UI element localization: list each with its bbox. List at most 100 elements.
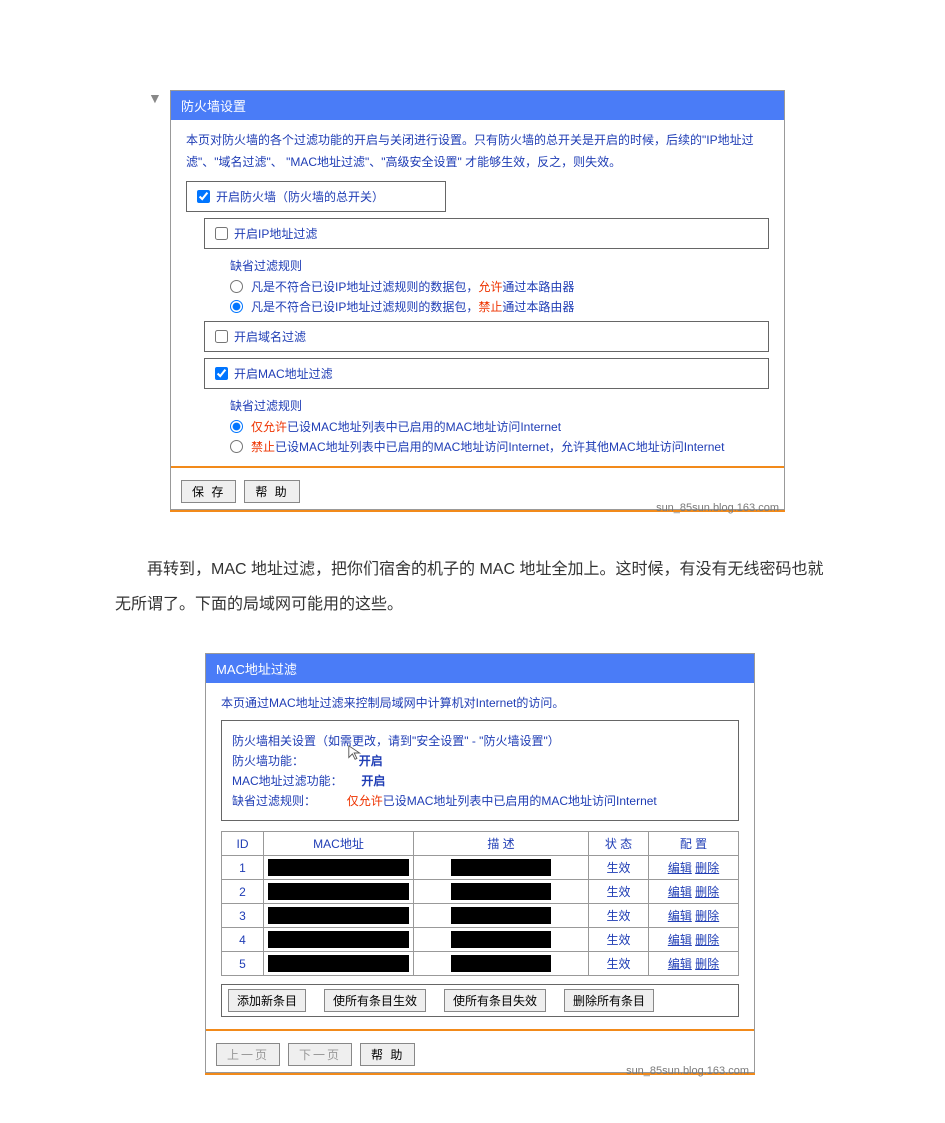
redacted-block: [451, 931, 551, 948]
firewall-info-box: 防火墙相关设置（如需更改，请到"安全设置" - "防火墙设置"） 防火墙功能： …: [221, 720, 739, 821]
ip-rule-deny-key: 禁止: [478, 300, 502, 314]
cell-mac: [264, 856, 414, 880]
ip-filter-row[interactable]: 开启IP地址过滤: [204, 218, 769, 249]
save-button[interactable]: 保 存: [181, 480, 236, 503]
th-status: 状 态: [589, 832, 649, 856]
panel-description: 本页对防火墙的各个过滤功能的开启与关闭进行设置。只有防火墙的总开关是开启的时候，…: [186, 130, 769, 173]
info-mac-label: MAC地址过滤功能：: [232, 774, 343, 788]
ip-rule-option-deny[interactable]: 凡是不符合已设IP地址过滤规则的数据包，禁止通过本路由器: [230, 298, 769, 315]
ip-rule-radio-allow[interactable]: [230, 280, 243, 293]
firewall-master-row[interactable]: 开启防火墙（防火墙的总开关）: [186, 181, 446, 212]
mac-table: ID MAC地址 描 述 状 态 配 置 1生效编辑 删除2生效编辑 删除3生效…: [221, 831, 739, 976]
redacted-block: [268, 931, 409, 948]
ip-rule-option-allow[interactable]: 凡是不符合已设IP地址过滤规则的数据包，允许通过本路由器: [230, 278, 769, 295]
delete-link[interactable]: 删除: [695, 957, 719, 971]
redacted-block: [268, 907, 409, 924]
cell-status: 生效: [589, 856, 649, 880]
mac-filter-checkbox[interactable]: [215, 367, 228, 380]
table-row: 3 生效 编辑 删除: [222, 904, 739, 928]
domain-filter-checkbox[interactable]: [215, 330, 228, 343]
info-mac-value: 开启: [361, 774, 385, 788]
redacted-block: [451, 907, 551, 924]
cell-status: 生效: [589, 904, 649, 928]
cell-config: 编辑 删除: [649, 928, 739, 952]
edit-link[interactable]: 编辑: [668, 861, 692, 875]
cell-desc: [414, 880, 589, 904]
watermark-text: sun_85sun.blog.163.com: [656, 502, 779, 514]
ip-rule-allow-post: 通过本路由器: [502, 280, 574, 294]
panel2-description: 本页通过MAC地址过滤来控制局域网中计算机对Internet的访问。: [221, 693, 739, 715]
next-page-button[interactable]: 下一页: [288, 1043, 352, 1066]
ip-filter-checkbox[interactable]: [215, 227, 228, 240]
th-id: ID: [222, 832, 264, 856]
cell-mac: [264, 904, 414, 928]
article-paragraph: 再转到，MAC 地址过滤，把你们宿舍的机子的 MAC 地址全加上。这时候，有没有…: [115, 552, 830, 622]
mac-filter-label: 开启MAC地址过滤: [234, 365, 333, 382]
panel-title: 防火墙设置: [171, 91, 784, 120]
mac-rule-allow-post: 已设MAC地址列表中已启用的MAC地址访问Internet: [287, 420, 561, 434]
edit-link[interactable]: 编辑: [668, 885, 692, 899]
edit-link[interactable]: 编辑: [668, 909, 692, 923]
redacted-block: [268, 859, 409, 876]
collapse-icon[interactable]: ▼: [148, 90, 162, 106]
domain-filter-row[interactable]: 开启域名过滤: [204, 321, 769, 352]
delete-link[interactable]: 删除: [695, 933, 719, 947]
mac-rule-allow-key: 仅允许: [251, 420, 287, 434]
ip-filter-label: 开启IP地址过滤: [234, 225, 317, 242]
firewall-master-checkbox[interactable]: [197, 190, 210, 203]
prev-page-button[interactable]: 上一页: [216, 1043, 280, 1066]
cell-id: 3: [222, 904, 264, 928]
cell-id: 5: [222, 952, 264, 976]
th-config: 配 置: [649, 832, 739, 856]
cell-mac: [264, 880, 414, 904]
info-heading: 防火墙相关设置（如需更改，请到"安全设置" - "防火墙设置"）: [232, 732, 728, 749]
cell-config: 编辑 删除: [649, 952, 739, 976]
table-row: 4生效编辑 删除: [222, 928, 739, 952]
cell-mac: [264, 928, 414, 952]
info-rule-label: 缺省过滤规则：: [232, 794, 316, 808]
mac-rule-radio-allow[interactable]: [230, 420, 243, 433]
firewall-master-label: 开启防火墙（防火墙的总开关）: [216, 188, 384, 205]
th-mac: MAC地址: [264, 832, 414, 856]
cell-desc: [414, 952, 589, 976]
mac-rule-title: 缺省过滤规则: [230, 397, 769, 414]
cell-desc: [414, 856, 589, 880]
delete-link[interactable]: 删除: [695, 909, 719, 923]
table-row: 2生效编辑 删除: [222, 880, 739, 904]
redacted-block: [268, 955, 409, 972]
info-fw-label: 防火墙功能：: [232, 754, 304, 768]
redacted-block: [451, 859, 551, 876]
help-button[interactable]: 帮 助: [244, 480, 299, 503]
cell-desc: [414, 928, 589, 952]
redacted-block: [268, 883, 409, 900]
info-rule-key: 仅允许: [347, 794, 383, 808]
th-desc: 描 述: [414, 832, 589, 856]
ip-rule-allow-key: 允许: [478, 280, 502, 294]
cell-id: 2: [222, 880, 264, 904]
mac-rule-radio-deny[interactable]: [230, 440, 243, 453]
enable-all-button[interactable]: 使所有条目生效: [324, 989, 426, 1012]
domain-filter-label: 开启域名过滤: [234, 328, 306, 345]
add-entry-button[interactable]: 添加新条目: [228, 989, 306, 1012]
ip-rule-title: 缺省过滤规则: [230, 257, 769, 274]
table-row: 5生效编辑 删除: [222, 952, 739, 976]
table-row: 1生效编辑 删除: [222, 856, 739, 880]
delete-link[interactable]: 删除: [695, 885, 719, 899]
edit-link[interactable]: 编辑: [668, 957, 692, 971]
ip-rule-radio-deny[interactable]: [230, 300, 243, 313]
disable-all-button[interactable]: 使所有条目失效: [444, 989, 546, 1012]
cell-status: 生效: [589, 880, 649, 904]
help-button-2[interactable]: 帮 助: [360, 1043, 415, 1066]
edit-link[interactable]: 编辑: [668, 933, 692, 947]
watermark-text-2: sun_85sun.blog.163.com: [626, 1065, 749, 1077]
cell-status: 生效: [589, 928, 649, 952]
cell-mac: [264, 952, 414, 976]
mac-rule-option-deny[interactable]: 禁止已设MAC地址列表中已启用的MAC地址访问Internet，允许其他MAC地…: [230, 438, 769, 455]
delete-link[interactable]: 删除: [695, 861, 719, 875]
mac-rule-option-allow[interactable]: 仅允许已设MAC地址列表中已启用的MAC地址访问Internet: [230, 418, 769, 435]
ip-rule-deny-post: 通过本路由器: [502, 300, 574, 314]
info-rule-post: 已设MAC地址列表中已启用的MAC地址访问Internet: [383, 794, 657, 808]
cell-config: 编辑 删除: [649, 880, 739, 904]
delete-all-button[interactable]: 删除所有条目: [564, 989, 654, 1012]
mac-filter-row[interactable]: 开启MAC地址过滤: [204, 358, 769, 389]
